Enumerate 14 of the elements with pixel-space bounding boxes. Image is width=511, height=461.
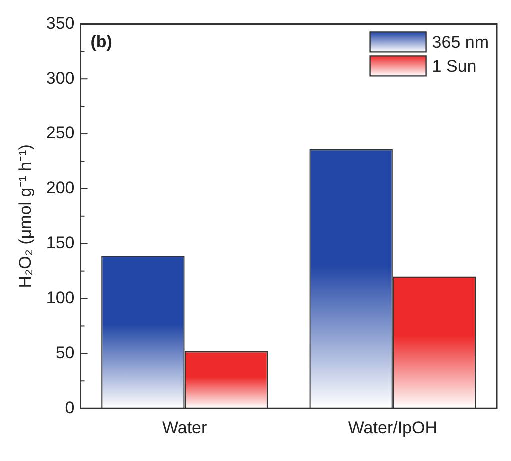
y-tick-label: 0	[65, 398, 75, 418]
legend-label: 1 Sun	[432, 56, 477, 76]
y-tick-label: 150	[46, 234, 75, 253]
y-tick-label: 50	[56, 343, 75, 362]
y-tick-label: 100	[46, 288, 75, 308]
y-tick-label: 300	[46, 68, 75, 88]
x-tick-label: Water/IpOH	[348, 418, 438, 438]
y-tick-label: 350	[46, 14, 75, 33]
annotation: (b)	[90, 32, 112, 52]
legend-label: 365 nm	[432, 32, 489, 52]
y-axis-title: H₂O₂ (μmol g⁻¹ h⁻¹)	[16, 144, 35, 288]
y-tick-label: 250	[46, 124, 75, 143]
y-tick-label: 200	[46, 178, 75, 198]
x-tick-label: Water	[162, 418, 208, 438]
